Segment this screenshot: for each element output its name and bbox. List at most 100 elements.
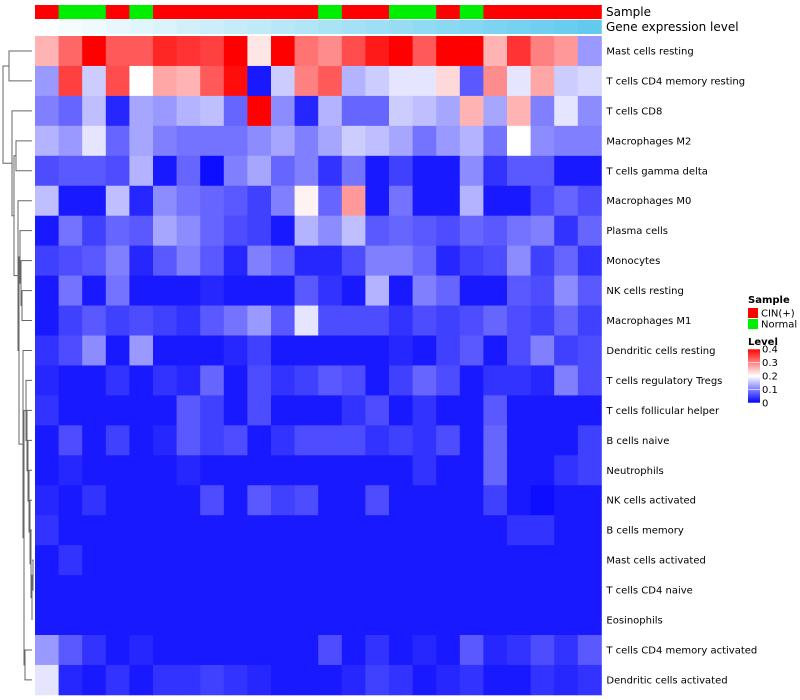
gene-expression-annotation-cell	[459, 20, 484, 34]
heatmap-cell	[365, 575, 390, 606]
heatmap-cell	[129, 275, 154, 306]
legend-sample-swatch	[748, 319, 758, 329]
heatmap-cell	[554, 365, 579, 396]
heatmap-cell	[58, 305, 83, 336]
heatmap-cell	[436, 275, 461, 306]
heatmap-cell	[153, 275, 177, 306]
heatmap-cell	[389, 95, 413, 127]
heatmap-cell	[483, 425, 508, 456]
heatmap-cell	[577, 215, 602, 247]
heatmap-cell	[35, 95, 59, 127]
heatmap-cell	[341, 664, 366, 696]
heatmap-cell	[483, 455, 508, 486]
heatmap-cell	[530, 425, 555, 456]
heatmap-cell	[554, 335, 579, 366]
heatmap-cell	[412, 185, 437, 217]
heatmap-cell	[129, 245, 154, 276]
heatmap-cell	[483, 575, 508, 606]
heatmap-cell	[389, 125, 413, 157]
heatmap-cell	[507, 455, 531, 486]
heatmap-cell	[459, 605, 484, 636]
heatmap-cell	[530, 65, 555, 97]
gene-expression-annotation-label: Gene expression level	[606, 20, 739, 34]
sample-annotation-cell	[82, 5, 107, 19]
heatmap-cell	[554, 125, 579, 157]
heatmap-cell	[129, 455, 154, 486]
heatmap-cell	[389, 515, 413, 546]
heatmap-cell	[153, 125, 177, 157]
heatmap-cell	[436, 425, 461, 456]
heatmap-cell	[341, 395, 366, 426]
heatmap-cell	[271, 455, 295, 486]
heatmap-cell	[153, 635, 177, 666]
heatmap-cell	[530, 125, 555, 157]
heatmap-cell	[105, 515, 130, 546]
heatmap-cell	[412, 635, 437, 666]
sample-annotation-bar	[35, 5, 602, 19]
heatmap-cell	[436, 125, 461, 157]
heatmap-cell	[105, 395, 130, 426]
heatmap-cell	[105, 605, 130, 636]
heatmap-cell	[200, 575, 225, 606]
legend-sample-label: Normal	[761, 320, 797, 331]
heatmap-cell	[223, 485, 248, 516]
heatmap-cell	[483, 664, 508, 696]
heatmap-cell	[507, 545, 531, 576]
heatmap-cell	[58, 395, 83, 426]
sample-annotation-cell	[200, 5, 225, 19]
heatmap-cell	[507, 365, 531, 396]
heatmap-cell	[530, 605, 555, 636]
heatmap-cell	[294, 395, 319, 426]
heatmap-cell	[294, 455, 319, 486]
row-label: T cells follicular helper	[605, 406, 720, 417]
heatmap-cell	[341, 275, 366, 306]
heatmap-cell	[389, 485, 413, 516]
heatmap-cell	[271, 664, 295, 696]
heatmap-cell	[200, 485, 225, 516]
heatmap-cell	[554, 425, 579, 456]
heatmap-cell	[153, 605, 177, 636]
heatmap-cell	[436, 36, 461, 67]
heatmap-cell	[530, 545, 555, 576]
heatmap-cell	[412, 65, 437, 97]
heatmap-cell	[365, 455, 390, 486]
heatmap-cell	[223, 515, 248, 546]
heatmap-cell	[153, 335, 177, 366]
heatmap-cell	[341, 245, 366, 276]
heatmap-cell	[271, 425, 295, 456]
sample-annotation-cell	[153, 5, 177, 19]
heatmap-cell	[129, 65, 154, 97]
heatmap-cell	[58, 605, 83, 636]
heatmap-cell	[318, 335, 343, 366]
heatmap-cell	[82, 365, 107, 396]
heatmap-cell	[35, 455, 59, 486]
gene-expression-annotation-cell	[247, 20, 272, 34]
heatmap-cell	[577, 485, 602, 516]
heatmap-cell	[530, 95, 555, 127]
heatmap-cell	[554, 515, 579, 546]
heatmap-cell	[294, 335, 319, 366]
heatmap-cell	[223, 275, 248, 306]
sample-annotation-cell	[129, 5, 154, 19]
heatmap-cell	[176, 215, 201, 247]
heatmap-cell	[176, 335, 201, 366]
heatmap-cell	[341, 185, 366, 217]
heatmap-cell	[577, 545, 602, 576]
heatmap-cell	[341, 36, 366, 67]
heatmap-cell	[294, 545, 319, 576]
row-label: T cells CD8	[605, 106, 662, 117]
sample-annotation-cell	[389, 5, 413, 19]
heatmap-cell	[507, 305, 531, 336]
heatmap-cell	[200, 635, 225, 666]
legend-sample-title: Sample	[748, 295, 790, 306]
heatmap-cell	[153, 155, 177, 187]
dendrogram-branch	[20, 260, 32, 307]
heatmap-cell	[341, 335, 366, 366]
heatmap-cell	[271, 545, 295, 576]
heatmap-cell	[483, 245, 508, 276]
heatmap-cell	[153, 455, 177, 486]
heatmap-cell	[389, 275, 413, 306]
heatmap-cell	[58, 155, 83, 187]
gene-expression-annotation-cell	[436, 20, 461, 34]
